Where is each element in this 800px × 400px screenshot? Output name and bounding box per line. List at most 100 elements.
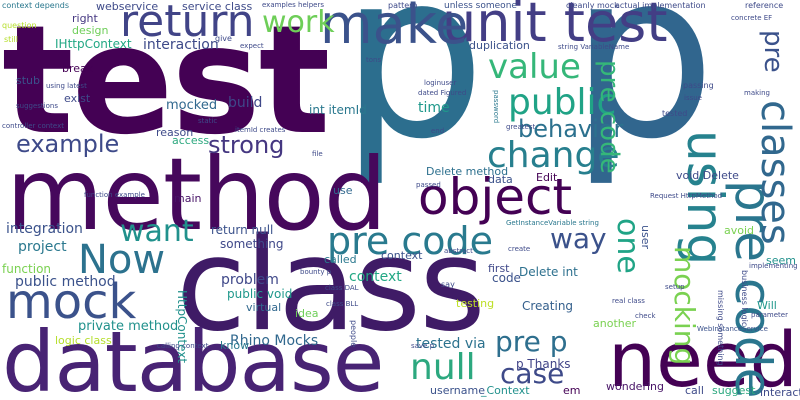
word-expect: expect bbox=[240, 42, 264, 50]
word-IHttpContext: IHttpContext bbox=[55, 37, 132, 51]
word-need: need bbox=[608, 315, 798, 400]
word-called: called bbox=[324, 253, 357, 266]
word-setup: setup bbox=[665, 283, 685, 291]
word-p-Thanks: p Thanks bbox=[516, 357, 571, 371]
word-access: access bbox=[172, 134, 210, 147]
word-say: say bbox=[441, 280, 455, 289]
word-data: data bbox=[488, 173, 513, 186]
word-one: one bbox=[610, 218, 645, 274]
word-making: making bbox=[744, 89, 770, 97]
word-concrete-EF: concrete EF bbox=[731, 14, 773, 22]
word-right: right bbox=[72, 12, 98, 25]
word-save-p: save p bbox=[411, 342, 435, 350]
word-want: want bbox=[120, 214, 194, 249]
word-WebInstanceService: WebInstanceService bbox=[697, 325, 768, 333]
word-question: question bbox=[2, 21, 37, 30]
word-loginuser: loginuser bbox=[424, 79, 457, 87]
word-business-logic: business logic bbox=[740, 270, 749, 327]
word-dated-Figured: dated Figured bbox=[418, 89, 467, 97]
word-test: test bbox=[2, 0, 330, 168]
word-class-DAL: class DAL bbox=[325, 284, 359, 292]
word-virtual: virtual bbox=[246, 301, 282, 314]
word-seem: seem bbox=[766, 254, 796, 267]
word-another: another bbox=[593, 317, 637, 330]
word-user: user bbox=[639, 225, 652, 249]
word-private-method: private method bbox=[78, 319, 179, 334]
word-database: database bbox=[2, 313, 384, 400]
word-unless-someone: unless someone bbox=[444, 1, 517, 11]
word-example: example bbox=[16, 130, 120, 158]
word-parameter: parameter bbox=[751, 311, 788, 319]
word-implementing: implementing bbox=[749, 262, 798, 270]
word-controller-context: controller context bbox=[2, 122, 65, 130]
word-string-VariableName: string VariableName bbox=[558, 43, 630, 51]
word-testing: testing bbox=[456, 297, 495, 310]
word-HttpContext: HttpContext bbox=[175, 290, 189, 364]
word-public-void: public void bbox=[227, 287, 293, 301]
word-pre-code-small: pre code bbox=[594, 60, 624, 174]
word-call: call bbox=[685, 384, 704, 397]
word-tested-via: tested via bbox=[416, 336, 486, 352]
word-actual-implementation: actual implementation bbox=[615, 1, 706, 10]
word-username: username bbox=[430, 384, 485, 397]
word-pattern: pattern bbox=[388, 1, 418, 10]
word-missing-something: missing something bbox=[716, 290, 725, 366]
word-tons: tons bbox=[366, 56, 382, 64]
word-Context: _Context bbox=[481, 384, 530, 397]
word-suggestions: suggestions bbox=[16, 102, 58, 110]
word-password: password bbox=[492, 90, 500, 124]
word-classes: classes bbox=[752, 100, 798, 245]
word-idea: idea bbox=[295, 307, 319, 320]
word-p-large: p bbox=[340, 0, 486, 190]
word-Now: Now bbox=[78, 237, 166, 283]
word-mock: mock bbox=[6, 274, 137, 330]
word-em: em bbox=[563, 384, 581, 397]
word-unit-test: unit test bbox=[442, 0, 668, 54]
word-Request-HttpMethod: Request HttpMethod bbox=[650, 192, 723, 200]
word-end: end bbox=[431, 127, 445, 135]
word-logic-class: logic class bbox=[55, 334, 112, 347]
word-first: first bbox=[488, 262, 510, 275]
word-class-BLL: class BLL bbox=[326, 300, 359, 308]
word-context: context bbox=[349, 269, 402, 285]
word-break: break bbox=[62, 62, 94, 75]
word-build: build bbox=[228, 95, 263, 111]
word-value: value bbox=[488, 47, 581, 87]
word-still: still bbox=[4, 35, 18, 44]
word-static: static bbox=[198, 117, 218, 125]
word-work: work bbox=[262, 5, 335, 40]
word-return-null: return null bbox=[211, 223, 274, 237]
word-webservice: webservice bbox=[96, 0, 159, 13]
word-integration: integration bbox=[6, 221, 83, 237]
word-something: something bbox=[220, 237, 284, 251]
word-itemId-creates: itemId creates bbox=[235, 126, 286, 134]
word-return: return bbox=[120, 0, 255, 47]
word-wondering: wondering bbox=[606, 380, 664, 393]
word-pre-code: pre code bbox=[327, 219, 494, 263]
word-interaction: interaction bbox=[143, 37, 219, 53]
word-mocked: mocked bbox=[166, 98, 218, 113]
word-create: create bbox=[508, 245, 531, 253]
word-tested: tested bbox=[662, 109, 688, 118]
word-make: make bbox=[320, 0, 469, 56]
word-know: know bbox=[220, 339, 250, 352]
word-stub: stub bbox=[16, 74, 40, 87]
word-pre-code-vertical: pre code bbox=[724, 180, 782, 399]
word-Creating: Creating bbox=[522, 299, 574, 313]
word-p-large-2: p bbox=[570, 0, 716, 190]
word-people: people bbox=[349, 320, 358, 348]
word-Edit: Edit bbox=[536, 171, 558, 184]
word-GetInstanceVariable-string: GetInstanceVariable string bbox=[506, 219, 599, 227]
word-Delete-method: Delete method bbox=[426, 165, 509, 178]
word-use: use bbox=[333, 184, 353, 197]
word-time: time bbox=[418, 100, 450, 116]
word-method: method bbox=[6, 136, 387, 253]
word-service-class: service class bbox=[182, 0, 253, 13]
word-class: class bbox=[176, 211, 486, 360]
word-main: main bbox=[174, 192, 202, 205]
word-mocking: mocking bbox=[668, 246, 701, 366]
word-greatest: greatest bbox=[506, 123, 536, 131]
word-avoid: avoid bbox=[724, 224, 755, 237]
word-public: public bbox=[508, 82, 617, 123]
